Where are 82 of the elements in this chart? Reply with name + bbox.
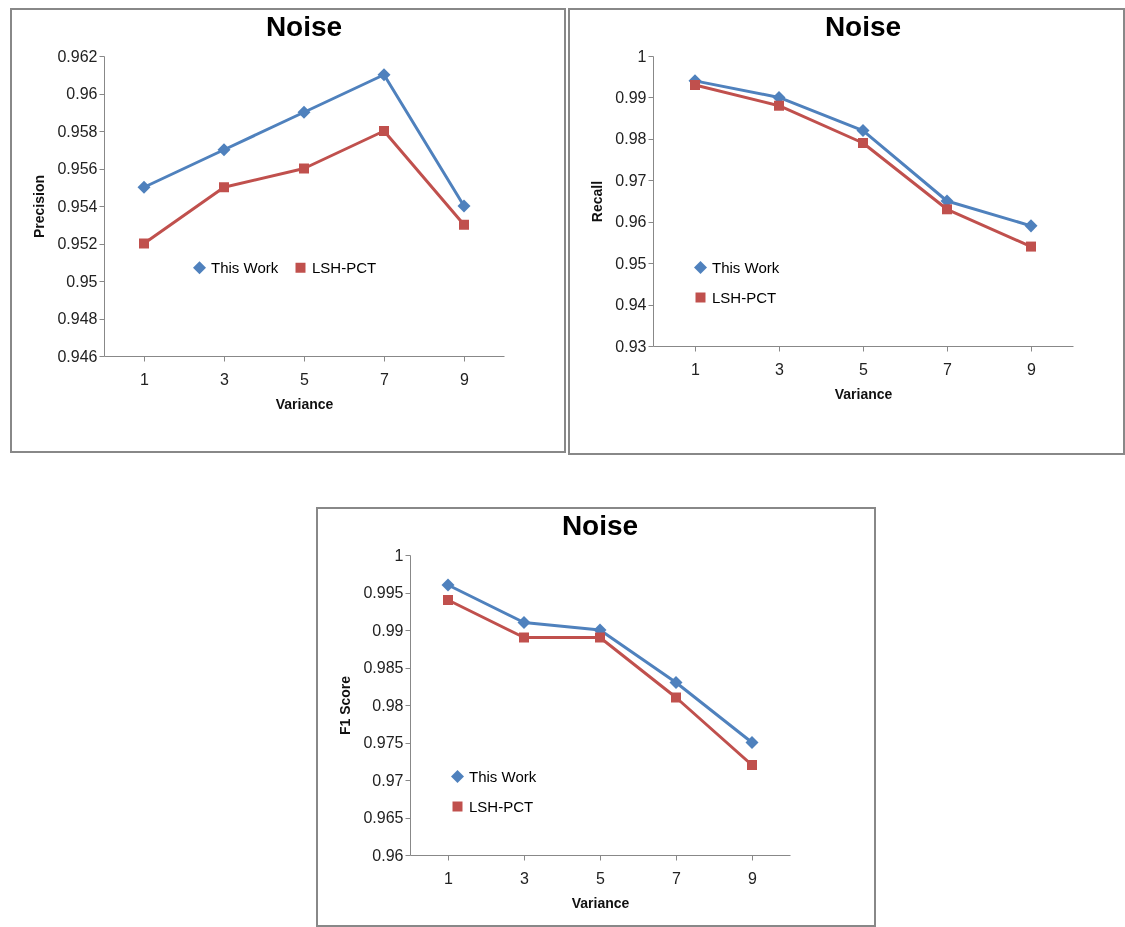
y-tick-label: 0.95 [66, 272, 98, 290]
y-tick-label: 0.948 [57, 310, 98, 327]
point [139, 238, 149, 249]
legend-label: This Work [712, 258, 780, 276]
x-tick-label: 5 [596, 869, 606, 887]
point [519, 632, 529, 643]
x-tick-label: 3 [220, 370, 230, 388]
y-tick-label: 0.97 [372, 771, 404, 789]
point [459, 219, 469, 230]
y-axis-title: Precision [31, 174, 48, 239]
y-tick-label: 0.96 [66, 85, 98, 102]
chart-title: Noise [561, 510, 639, 541]
point [595, 632, 605, 643]
chart-title: Noise [265, 11, 343, 42]
y-tick-label: 0.97 [615, 171, 647, 189]
x-tick-label: 1 [691, 360, 701, 378]
point [671, 692, 681, 703]
x-tick-label: 9 [1027, 360, 1037, 378]
y-tick-label: 0.962 [57, 47, 98, 65]
x-tick-label: 7 [380, 370, 390, 388]
x-tick-label: 1 [140, 370, 150, 388]
legend-label: LSH-PCT [469, 797, 534, 815]
point [856, 124, 870, 138]
y-tick-label: 0.99 [372, 621, 404, 639]
point [774, 100, 784, 111]
x-tick-label: 9 [460, 370, 470, 388]
point [299, 163, 309, 174]
x-axis-title: Variance [834, 385, 893, 402]
y-tick-label: 0.93 [615, 337, 647, 355]
x-axis-title: Variance [571, 894, 630, 911]
y-tick-label: 0.985 [363, 659, 404, 676]
y-tick-label: 0.958 [57, 122, 98, 140]
y-tick-label: 0.96 [372, 846, 404, 864]
point [669, 675, 683, 690]
y-tick-label: 0.956 [57, 160, 98, 177]
point [297, 105, 311, 119]
legend-label: LSH-PCT [312, 258, 377, 276]
y-axis-title: Recall [589, 180, 606, 223]
point [858, 138, 868, 148]
x-tick-label: 7 [943, 360, 953, 378]
legend-label: This Work [211, 258, 279, 276]
x-tick-label: 5 [300, 370, 310, 388]
y-tick-label: 0.99 [615, 88, 647, 106]
point [942, 204, 952, 215]
point [217, 143, 231, 157]
chart-title: Noise [824, 11, 902, 42]
point [377, 68, 391, 82]
y-tick-label: 0.965 [363, 809, 404, 826]
x-tick-label: 5 [859, 360, 869, 378]
point [745, 735, 759, 750]
point [517, 615, 531, 630]
point [1024, 219, 1038, 233]
point [690, 80, 700, 90]
point [747, 760, 757, 770]
point [457, 199, 471, 213]
y-tick-label: 0.952 [57, 235, 98, 252]
x-tick-label: 3 [520, 869, 530, 887]
x-tick-label: 9 [748, 869, 758, 887]
point [137, 180, 151, 194]
point [441, 578, 455, 592]
point [443, 595, 453, 605]
y-tick-label: 0.95 [615, 254, 647, 272]
y-tick-label: 0.94 [615, 296, 647, 314]
y-tick-label: 0.975 [363, 734, 404, 751]
y-tick-label: 0.946 [57, 347, 98, 365]
y-tick-label: 0.995 [363, 584, 404, 601]
y-tick-label: 0.98 [372, 696, 404, 714]
legend-label: This Work [469, 767, 537, 785]
x-axis-title: Variance [275, 395, 334, 412]
point [379, 126, 389, 136]
legend-label: LSH-PCT [712, 288, 777, 306]
y-tick-label: 0.96 [615, 213, 647, 231]
y-tick-label: 0.954 [57, 197, 98, 215]
x-tick-label: 7 [672, 869, 682, 887]
y-tick-label: 0.98 [615, 130, 647, 148]
point [1026, 241, 1036, 252]
point [219, 182, 229, 193]
y-tick-label: 1 [637, 47, 647, 65]
y-tick-label: 1 [394, 546, 404, 564]
y-axis-title: F1 Score [337, 675, 354, 736]
x-tick-label: 1 [444, 869, 454, 887]
x-tick-label: 3 [775, 360, 785, 378]
